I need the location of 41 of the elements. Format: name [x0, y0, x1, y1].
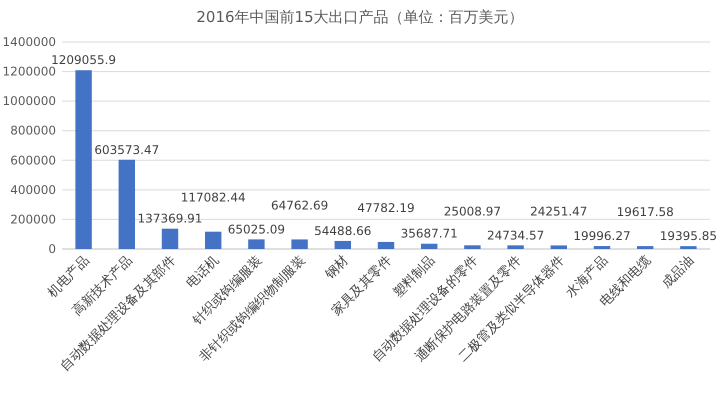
y-tick-label: 1000000	[2, 94, 56, 108]
y-tick-label: 600000	[10, 153, 56, 168]
data-label: 54488.66	[314, 224, 372, 238]
data-label: 19996.27	[573, 229, 631, 244]
y-tick-label: 800000	[10, 124, 56, 138]
bar	[550, 245, 568, 249]
bar	[248, 239, 265, 249]
bar	[507, 245, 524, 249]
data-label: 19617.58	[616, 205, 674, 220]
bar	[420, 244, 438, 249]
data-label: 47782.19	[357, 200, 415, 215]
bar	[118, 160, 136, 249]
data-label: 603573.47	[94, 142, 160, 157]
data-label: 64762.69	[270, 198, 328, 212]
y-tick-label: 1200000	[2, 64, 56, 79]
data-label: 65025.09	[228, 222, 286, 236]
data-label: 24734.57	[486, 228, 544, 242]
bar	[204, 232, 222, 249]
bar	[378, 242, 394, 249]
data-label: 1209055.9	[51, 53, 116, 68]
chart-title: 2016年中国前15大出口产品（单位：百万美元）	[196, 8, 524, 26]
y-tick-label: 200000	[10, 212, 56, 226]
data-label: 117082.44	[180, 190, 246, 205]
y-tick-label: 0	[48, 242, 56, 256]
bar	[162, 228, 178, 249]
bar	[594, 246, 610, 249]
bar	[75, 70, 92, 249]
data-label: 25008.97	[444, 204, 502, 218]
x-tick-label: 钢材	[322, 253, 352, 283]
bar	[680, 246, 697, 249]
bar	[464, 245, 481, 249]
data-label: 24251.47	[530, 204, 588, 218]
bar	[291, 239, 308, 249]
y-tick-label: 400000	[10, 182, 56, 197]
data-label: 35687.71	[400, 226, 458, 241]
bar	[636, 246, 654, 249]
y-tick-label: 1400000	[2, 35, 56, 49]
data-label: 19395.85	[660, 229, 718, 244]
x-tick-label: 成品油	[659, 253, 698, 292]
data-label: 137369.91	[138, 212, 202, 226]
bar	[334, 240, 352, 249]
